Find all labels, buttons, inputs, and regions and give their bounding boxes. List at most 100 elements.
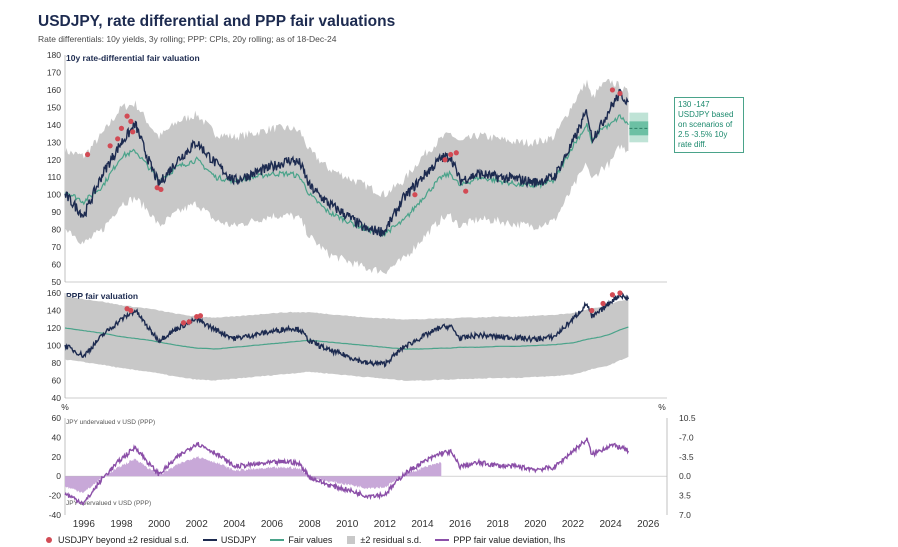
x-tick-label: 1998 <box>110 519 133 530</box>
panel1-y-tick-label: 80 <box>52 225 62 235</box>
x-tick-label: 2002 <box>186 519 209 530</box>
x-tick-label: 2018 <box>487 519 510 530</box>
panel3-right-tick-label: 10.5 <box>679 413 696 423</box>
panel1-outlier-dot <box>442 157 448 163</box>
panel2-y-tick-label: 140 <box>47 306 61 316</box>
panel2-usdjpy-line <box>64 292 630 368</box>
panel1-y-tick-label: 120 <box>47 155 61 165</box>
panel3-right-unit: % <box>658 402 666 412</box>
panel3-right-tick-label: 7.0 <box>679 510 691 520</box>
panel2-y-tick-label: 60 <box>52 376 62 386</box>
panel1-outlier-dot <box>118 125 125 131</box>
legend-label-dots: USDJPY beyond ±2 residual s.d. <box>58 535 189 545</box>
panel1-outlier-dot <box>84 151 91 158</box>
panel1-outlier-dot <box>609 87 616 93</box>
panel1-outlier-dot <box>453 150 459 156</box>
panel3-y-tick-label: -20 <box>49 491 62 501</box>
x-tick-label: 2016 <box>449 519 472 530</box>
panel1-outlier-dot <box>128 118 134 124</box>
panel1-outlier-dot <box>463 188 469 194</box>
panel1-scenario-core <box>629 121 649 136</box>
legend-item-band: ±2 residual s.d. <box>346 535 421 545</box>
panel2-y-tick-label: 100 <box>47 341 61 351</box>
panel2-outlier-dot <box>617 290 623 296</box>
panel1-y-tick-label: 110 <box>47 172 61 182</box>
panel2-outlier-dot <box>186 319 192 325</box>
x-tick-label: 2022 <box>562 519 585 530</box>
x-tick-label: 2006 <box>261 519 284 530</box>
panel1-title: 10y rate-differential fair valuation <box>66 53 200 63</box>
panel1-y-tick-label: 130 <box>47 137 61 147</box>
panel3-y-tick-label: -40 <box>49 510 62 520</box>
panel3-y-tick-label: 40 <box>52 432 62 442</box>
panel1-outlier-dot <box>158 186 164 193</box>
panel2-outlier-dot <box>589 307 595 314</box>
legend: USDJPY beyond ±2 residual s.d. USDJPY Fa… <box>44 535 565 545</box>
panel1-y-tick-label: 150 <box>47 102 61 112</box>
panel1-outlier-dot <box>130 129 136 135</box>
panel3-y-tick-label: 20 <box>52 452 62 462</box>
panel2-outlier-dot <box>197 313 204 319</box>
panel1-y-tick-label: 50 <box>52 277 62 287</box>
panel3-y-tick-label: 0 <box>56 471 61 481</box>
legend-item-dots: USDJPY beyond ±2 residual s.d. <box>44 535 189 545</box>
panel1-y-tick-label: 100 <box>47 190 61 200</box>
chart-subtitle: Rate differentials: 10y yields, 3y rolli… <box>38 34 337 44</box>
panel3-overvalued-label: JPY overvalued v USD (PPP) <box>66 500 151 507</box>
panel3-deviation-area <box>65 455 442 494</box>
panel3-right-tick-label: 0.0 <box>679 471 691 481</box>
legend-label-ppp-dev: PPP fair value deviation, lhs <box>453 535 566 545</box>
panel1-outlier-dot <box>448 151 454 158</box>
panel1-outlier-dot <box>617 90 623 97</box>
panel3-undervalued-label: JPY undervalued v USD (PPP) <box>66 419 155 426</box>
panel1-y-tick-label: 160 <box>47 85 61 95</box>
legend-label-usdjpy: USDJPY <box>220 535 257 545</box>
x-tick-label: 2012 <box>374 519 397 530</box>
panel2-outlier-dot <box>128 307 134 314</box>
panel2-residual-band <box>65 296 629 381</box>
panel1-usdjpy-line <box>64 88 629 238</box>
panel2-outlier-dot <box>180 320 187 326</box>
legend-item-ppp-dev: PPP fair value deviation, lhs <box>435 535 565 545</box>
panel3-left-unit: % <box>61 402 69 412</box>
panel1-y-tick-label: 60 <box>52 260 62 270</box>
x-tick-label: 2020 <box>524 519 547 530</box>
legend-label-band: ±2 residual s.d. <box>360 535 422 545</box>
panel3-right-tick-label: 3.5 <box>679 491 691 501</box>
panel1-y-tick-label: 170 <box>47 67 61 77</box>
x-tick-label: 2024 <box>599 519 622 530</box>
panel1-outlier-dot <box>124 113 130 119</box>
scenario-annotation: 130 -147 USDJPY based on scenarios of 2.… <box>674 97 744 153</box>
panel3-right-tick-label: -7.0 <box>679 432 694 442</box>
panel2-outlier-dot <box>600 300 606 307</box>
panel3-deviation-line <box>64 437 630 507</box>
x-tick-label: 2004 <box>223 519 246 530</box>
x-tick-label: 2014 <box>411 519 434 530</box>
x-tick-label: 1996 <box>73 519 96 530</box>
legend-label-fair: Fair values <box>288 535 333 545</box>
panel2-y-tick-label: 40 <box>52 393 62 403</box>
panel2-y-tick-label: 160 <box>47 288 61 298</box>
panel1-y-tick-label: 140 <box>47 120 61 130</box>
x-tick-label: 2000 <box>148 519 171 530</box>
panel1-outlier-dot <box>107 143 113 149</box>
panel1-y-tick-label: 90 <box>52 207 62 217</box>
panel3-y-tick-label: 60 <box>52 413 62 423</box>
panel2-y-tick-label: 120 <box>47 323 61 333</box>
x-tick-label: 2008 <box>298 519 321 530</box>
legend-item-fair: Fair values <box>270 535 332 545</box>
chart-title: USDJPY, rate differential and PPP fair v… <box>38 13 396 30</box>
panel2-title: PPP fair valuation <box>66 291 138 301</box>
legend-item-usdjpy: USDJPY <box>202 535 257 545</box>
x-tick-label: 2010 <box>336 519 359 530</box>
panel1-outlier-dot <box>412 192 418 198</box>
panel2-outlier-dot <box>609 292 616 298</box>
x-tick-label: 2026 <box>637 519 660 530</box>
panel2-y-tick-label: 80 <box>52 358 62 368</box>
panel3-right-tick-label: -3.5 <box>679 452 694 462</box>
panel1-y-tick-label: 180 <box>47 50 61 60</box>
panel1-y-tick-label: 70 <box>52 242 62 252</box>
panel1-residual-band <box>65 78 629 275</box>
panel1-outlier-dot <box>115 136 121 142</box>
